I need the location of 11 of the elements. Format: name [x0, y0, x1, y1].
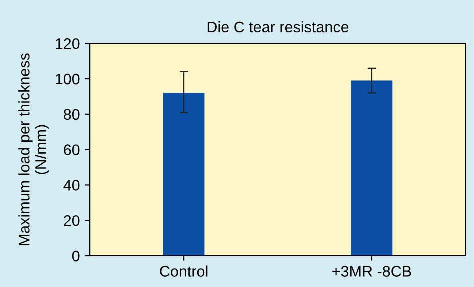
- x-tick-label: +3MR -8CB: [332, 266, 412, 277]
- chart-title: Die C tear resistance: [208, 21, 349, 33]
- y-tick-label: 100: [56, 74, 80, 85]
- y-tick-label: 40: [64, 180, 80, 191]
- y-tick-label: 20: [64, 215, 80, 226]
- x-tick-label: Control: [160, 266, 208, 277]
- y-axis-title: Maximum load per thickness (N/mm): [18, 54, 50, 246]
- y-tick-label: 60: [64, 144, 80, 156]
- y-tick-label: 120: [56, 38, 80, 50]
- y-tick-label: 0: [72, 250, 80, 262]
- y-tick-label: 80: [64, 109, 80, 120]
